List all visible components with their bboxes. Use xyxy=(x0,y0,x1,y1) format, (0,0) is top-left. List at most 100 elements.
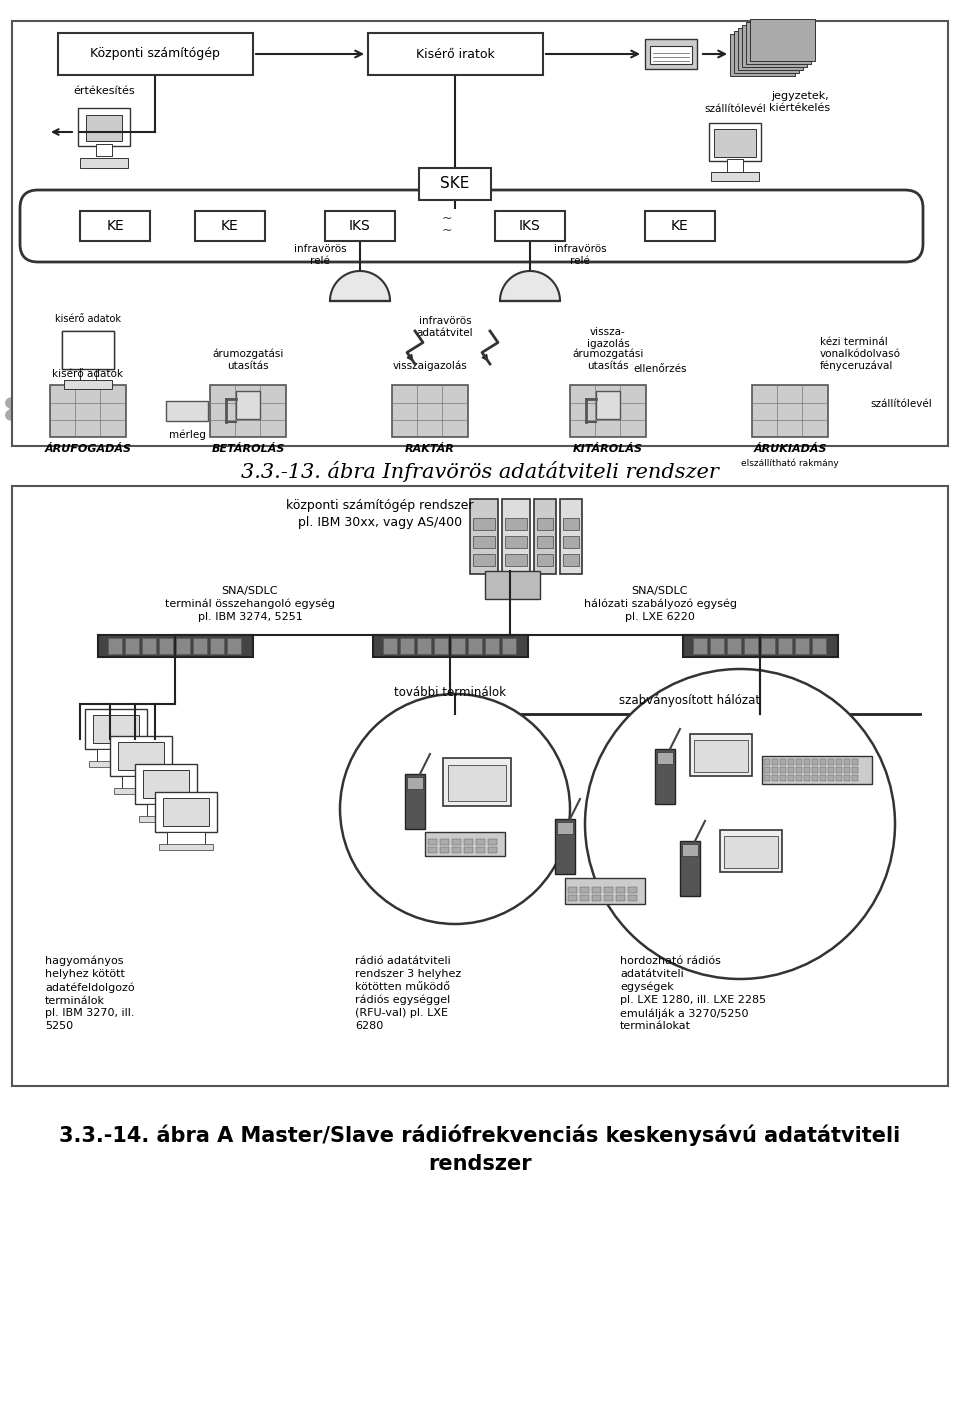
Bar xyxy=(476,847,485,853)
Bar xyxy=(85,708,147,749)
Text: vissza-
igazolás: vissza- igazolás xyxy=(587,327,630,349)
Bar xyxy=(440,839,449,846)
Bar xyxy=(836,759,842,765)
Bar xyxy=(368,33,542,75)
Text: értékesítés: értékesítés xyxy=(73,86,134,96)
Text: BETÁROLÁS: BETÁROLÁS xyxy=(211,444,285,454)
Bar xyxy=(67,337,109,365)
Bar xyxy=(12,486,948,1086)
Bar xyxy=(680,841,700,896)
Bar xyxy=(683,635,838,658)
Bar xyxy=(195,211,265,240)
Bar xyxy=(434,638,448,655)
Bar xyxy=(772,766,778,773)
Bar xyxy=(645,40,697,69)
Bar xyxy=(114,788,168,795)
Bar xyxy=(163,797,209,826)
Bar xyxy=(645,211,715,240)
Bar xyxy=(560,499,582,574)
Bar xyxy=(778,638,792,655)
Bar xyxy=(400,638,414,655)
Bar xyxy=(795,638,809,655)
Text: ellenőrzés: ellenőrzés xyxy=(634,363,686,373)
Bar xyxy=(616,887,625,894)
Text: infravörös
relé: infravörös relé xyxy=(554,245,607,266)
Bar xyxy=(135,764,197,805)
Bar xyxy=(616,895,625,901)
Bar xyxy=(710,638,724,655)
Bar xyxy=(650,47,692,64)
Bar xyxy=(568,895,577,901)
Bar xyxy=(407,778,423,789)
Bar xyxy=(485,571,540,600)
Bar xyxy=(425,831,505,855)
Text: ÁRUKIADÁS: ÁRUKIADÁS xyxy=(754,444,827,454)
Bar xyxy=(476,839,485,846)
Text: hordozható rádiós
adatátviteli
egységek
pl. LXE 1280, ill. LXE 2285
emulálják a : hordozható rádiós adatátviteli egységek … xyxy=(620,956,766,1031)
Bar xyxy=(110,737,172,776)
Bar xyxy=(727,638,741,655)
Text: árumozgatási
utasítás: árumozgatási utasítás xyxy=(572,349,644,370)
Bar xyxy=(139,816,193,822)
Bar xyxy=(694,740,748,772)
Bar xyxy=(98,635,253,658)
Bar xyxy=(428,847,437,853)
Bar xyxy=(764,766,770,773)
Text: szállítólevél: szállítólevél xyxy=(704,105,766,115)
Bar xyxy=(440,847,449,853)
Bar xyxy=(820,766,826,773)
Bar xyxy=(563,518,579,530)
Bar xyxy=(89,761,143,766)
Bar xyxy=(844,766,850,773)
Bar xyxy=(64,380,112,389)
Bar xyxy=(828,775,834,781)
Bar xyxy=(176,638,190,655)
Text: infravörös
adatátvitel: infravörös adatátvitel xyxy=(417,315,473,338)
Bar xyxy=(720,830,782,872)
Bar xyxy=(373,635,528,658)
Bar xyxy=(451,638,465,655)
Bar xyxy=(405,773,425,829)
Bar xyxy=(210,385,286,437)
Text: szabványosított hálózat: szabványosított hálózat xyxy=(619,694,760,707)
Text: Központi számítógép: Központi számítógép xyxy=(90,48,220,61)
Bar xyxy=(50,385,126,437)
Bar xyxy=(495,211,565,240)
Bar xyxy=(464,847,473,853)
Bar xyxy=(62,331,114,369)
Bar xyxy=(788,775,794,781)
Bar xyxy=(563,536,579,549)
Bar xyxy=(690,734,752,776)
Bar xyxy=(502,638,516,655)
Bar xyxy=(596,392,620,419)
Bar xyxy=(193,638,207,655)
Bar xyxy=(93,715,139,742)
Bar xyxy=(80,211,150,240)
Bar xyxy=(505,518,527,530)
Text: SNA/SDLC
terminál összehangoló egység
pl. IBM 3274, 5251: SNA/SDLC terminál összehangoló egység pl… xyxy=(165,587,335,622)
Bar xyxy=(844,759,850,765)
Text: visszaigazolás: visszaigazolás xyxy=(393,361,468,370)
Bar xyxy=(502,499,530,574)
Bar xyxy=(772,759,778,765)
Bar xyxy=(537,518,553,530)
Bar xyxy=(852,766,858,773)
Bar xyxy=(470,499,498,574)
Bar xyxy=(761,638,775,655)
Bar xyxy=(727,158,743,173)
Bar xyxy=(580,887,589,894)
Bar xyxy=(96,144,112,156)
Text: KE: KE xyxy=(671,219,689,233)
Text: 3.3.-14. ábra A Master/Slave rádiófrekvenciás keskenysávú adatátviteli
rendszer: 3.3.-14. ábra A Master/Slave rádiófrekve… xyxy=(60,1124,900,1174)
Text: kisérő adatok: kisérő adatok xyxy=(55,314,121,324)
Bar xyxy=(392,385,468,437)
Polygon shape xyxy=(500,271,560,301)
Text: kisérő adatok: kisérő adatok xyxy=(53,369,124,379)
Bar xyxy=(796,759,802,765)
Text: jegyzetek,
kiértékelés: jegyzetek, kiértékelés xyxy=(769,90,830,113)
Bar xyxy=(764,759,770,765)
Bar xyxy=(236,392,260,419)
Bar xyxy=(383,638,397,655)
Bar xyxy=(804,775,810,781)
Bar xyxy=(744,638,758,655)
